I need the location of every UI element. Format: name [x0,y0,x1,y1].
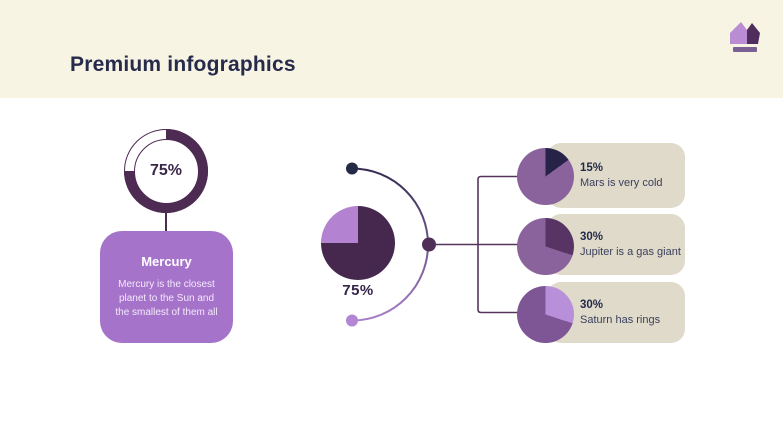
fact-text: Jupiter is a gas giant [580,246,681,258]
fact-text: Mars is very cold [580,177,663,189]
saturn-mini-pie-chart [517,286,574,343]
crown-icon [730,22,760,52]
donut-percent-label: 75% [149,162,183,179]
header-band [0,0,783,98]
arc-bottom-dot [346,314,358,327]
slide-title: Premium infographics [70,53,296,76]
mercury-card-title: Mercury [141,254,192,269]
fact-text: Saturn has rings [580,314,661,326]
mercury-card-description: Mercury is the closest planet to the Sun… [115,279,218,319]
donut-card-connector [165,211,167,232]
arc-middle-dot [422,237,436,252]
mercury-donut-chart: 75% [124,129,208,213]
arc-top-dot [346,162,358,175]
donut-hole: 75% [133,138,199,204]
center-pie-percent-label: 75% [342,282,374,299]
mars-mini-pie-chart [517,148,574,205]
fact-percent: 30% [580,231,604,243]
jupiter-mini-pie-chart [517,218,574,275]
fact-percent: 30% [580,299,604,311]
fact-card-jupiter: 30% Jupiter is a gas giant [547,214,685,275]
center-pie-chart [321,206,395,280]
mercury-card: Mercury Mercury is the closest planet to… [100,231,233,343]
fact-percent: 15% [580,162,604,174]
